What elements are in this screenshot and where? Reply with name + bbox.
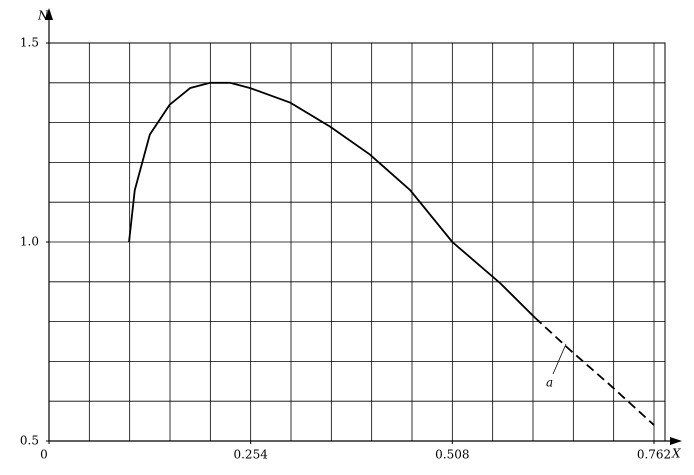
x-axis-arrow — [670, 437, 682, 445]
x-tick-label: 0.762 — [637, 448, 671, 462]
curve — [128, 81, 536, 319]
annotation-leader — [552, 343, 567, 375]
x-tick-label: 0 — [40, 448, 48, 462]
x-tick-label: 0.254 — [233, 448, 268, 462]
x-tick-label: 0.508 — [435, 448, 469, 462]
curve — [534, 316, 655, 426]
y-axis-arrow — [45, 8, 53, 20]
x-axis-label: X — [671, 447, 681, 461]
y-axis-label: N — [37, 9, 49, 23]
annotation: a — [546, 376, 553, 390]
y-tick-label: 1.0 — [20, 235, 39, 249]
y-tick-label: 1.5 — [20, 36, 39, 50]
y-tick-label: 0.5 — [20, 434, 39, 448]
